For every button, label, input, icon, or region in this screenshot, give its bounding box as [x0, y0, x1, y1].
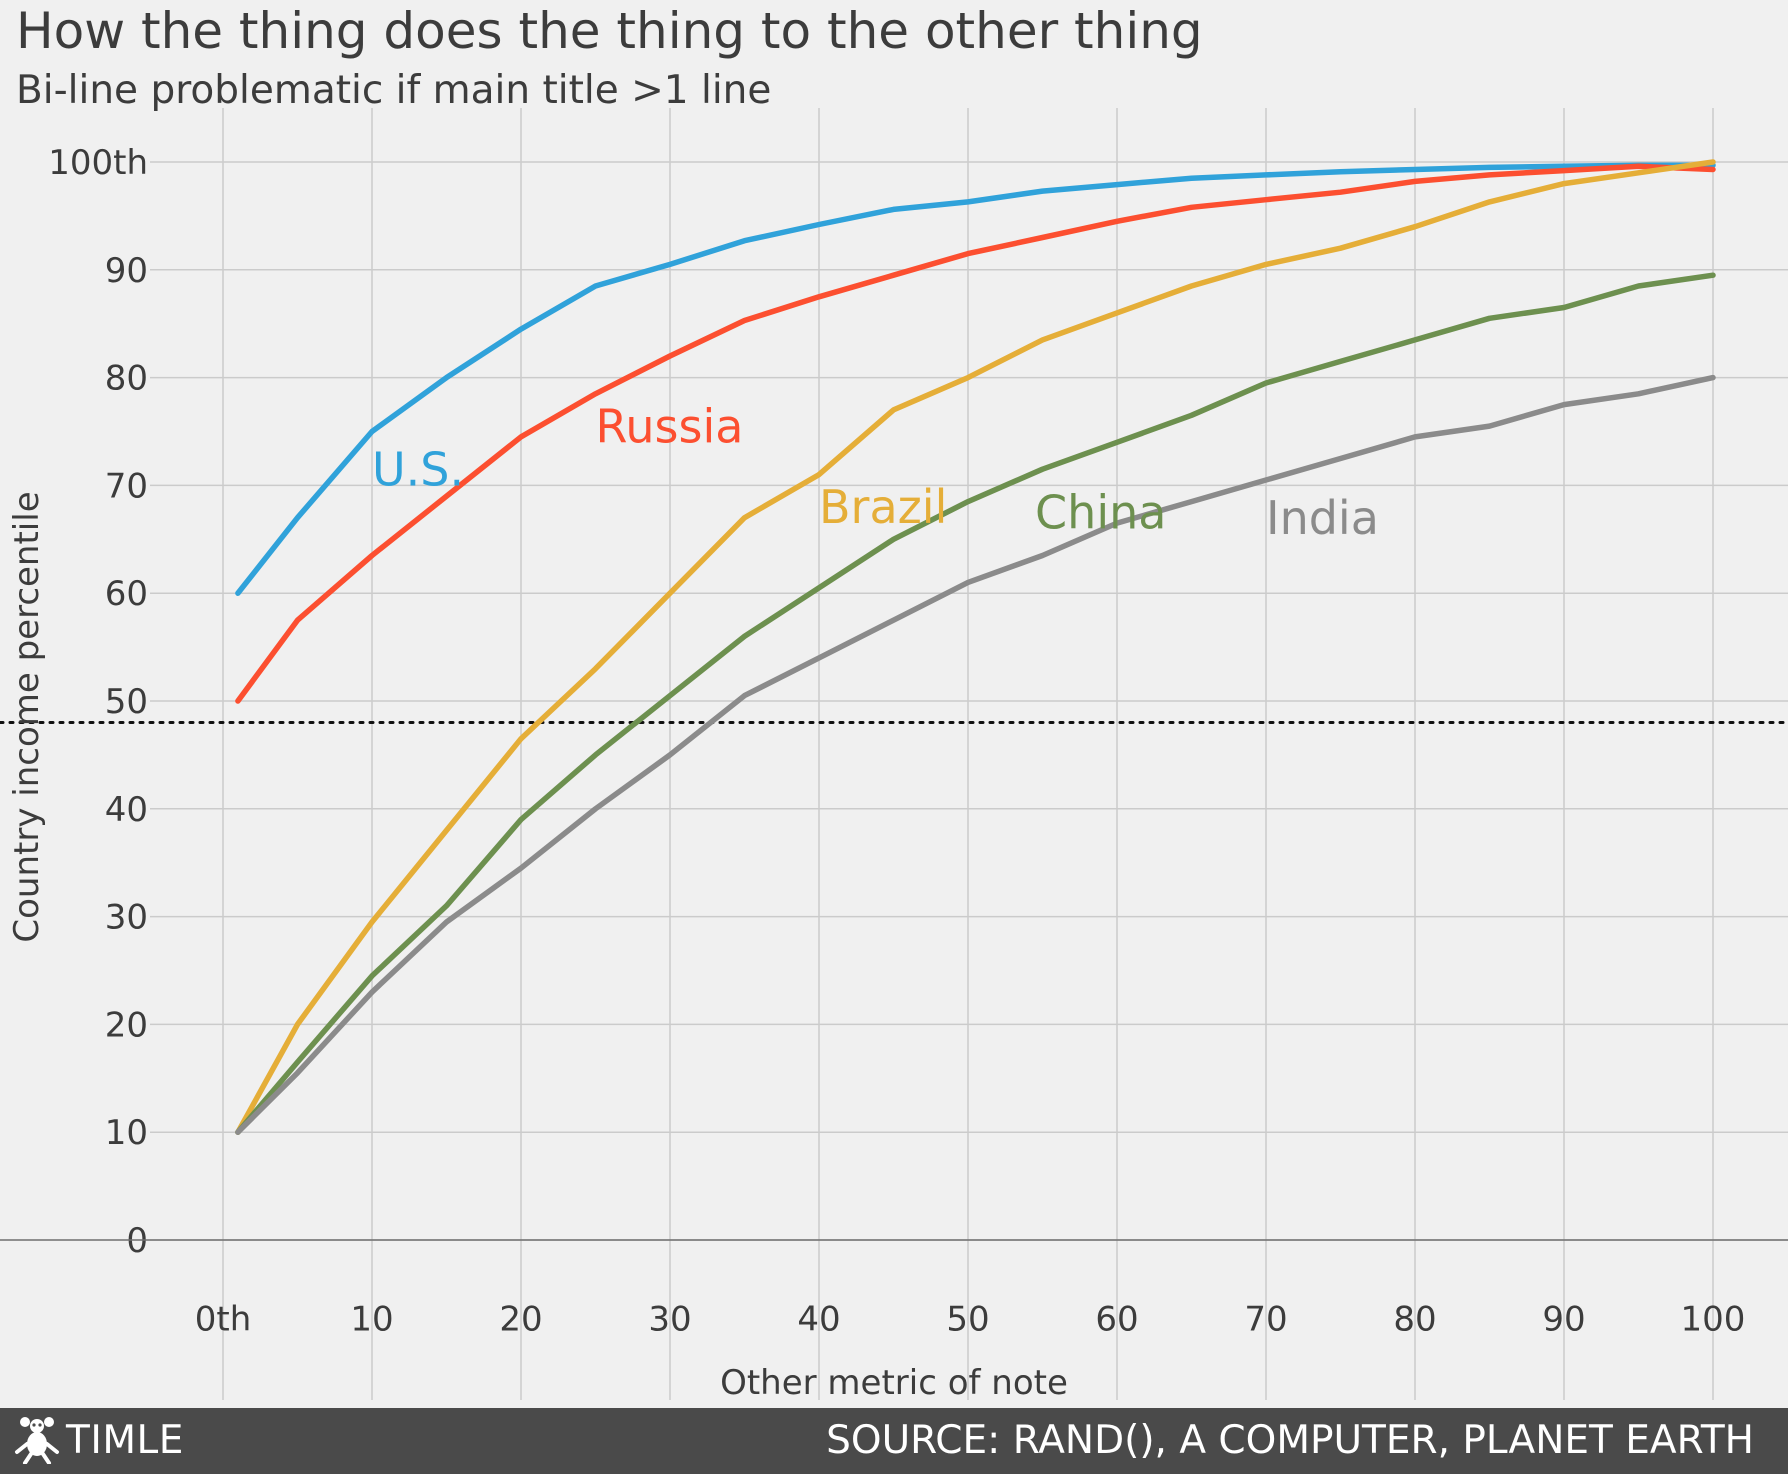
x-tick-label: 70: [1244, 1300, 1287, 1340]
series-line-china: [235, 272, 1716, 1135]
footer-bar: TIMLE SOURCE: RAND(), A COMPUTER, PLANET…: [0, 1408, 1788, 1474]
chart-subtitle: Bi-line problematic if main title >1 lin…: [16, 68, 772, 113]
x-tick-label: 100: [1681, 1300, 1746, 1340]
x-tick-label: 50: [946, 1300, 989, 1340]
series-line-russia: [235, 163, 1716, 704]
x-tick-label: 80: [1393, 1300, 1436, 1340]
y-tick-label: 0: [126, 1221, 148, 1261]
y-tick-label: 50: [105, 682, 148, 722]
series-line-india: [235, 374, 1716, 1135]
series-lines: [235, 159, 1716, 1135]
y-tick-label: 60: [105, 574, 148, 614]
grid-lines: [150, 108, 1788, 1400]
axes: 0th 10 20 30 40 50 60 70 80 90 100 0 10 20 30 40 50 60 70 8…: [0, 143, 1788, 1340]
series-labels: U.S. Russia Brazil China India: [372, 399, 1379, 545]
y-tick-label: 20: [105, 1005, 148, 1045]
chart-title: How the thing does the thing to the othe…: [16, 2, 1203, 60]
y-tick-label: 40: [105, 790, 148, 830]
x-tick-label: 20: [499, 1300, 542, 1340]
x-tick-label: 40: [797, 1300, 840, 1340]
x-tick-label: 60: [1095, 1300, 1138, 1340]
animal-mascot-icon: [15, 1417, 59, 1464]
y-tick-label: 80: [105, 359, 148, 399]
x-tick-label: 10: [350, 1300, 393, 1340]
series-label-brazil: Brazil: [819, 480, 947, 534]
x-tick-label: 30: [648, 1300, 691, 1340]
x-tick-label: 90: [1542, 1300, 1585, 1340]
series-line-us: [235, 162, 1716, 596]
brand-label: TIMLE: [66, 1418, 184, 1463]
x-tick-label: 0th: [195, 1300, 252, 1340]
source-credit: SOURCE: RAND(), A COMPUTER, PLANET EARTH: [826, 1418, 1754, 1463]
line-chart: 0th 10 20 30 40 50 60 70 80 90 100 0 10 20 30 40 50 60 70 8…: [0, 108, 1788, 1403]
y-tick-label: 100th: [48, 143, 148, 183]
y-tick-label: 10: [105, 1113, 148, 1153]
series-label-russia: Russia: [596, 399, 744, 453]
series-label-us: U.S.: [372, 442, 464, 496]
y-tick-label: 70: [105, 466, 148, 506]
x-axis-label: Other metric of note: [720, 1363, 1068, 1403]
y-tick-label: 30: [105, 898, 148, 938]
y-axis-label: Country income percentile: [7, 491, 47, 942]
series-label-india: India: [1266, 491, 1379, 545]
y-tick-label: 90: [105, 251, 148, 291]
series-line-brazil: [235, 159, 1716, 1135]
series-label-china: China: [1035, 486, 1166, 540]
